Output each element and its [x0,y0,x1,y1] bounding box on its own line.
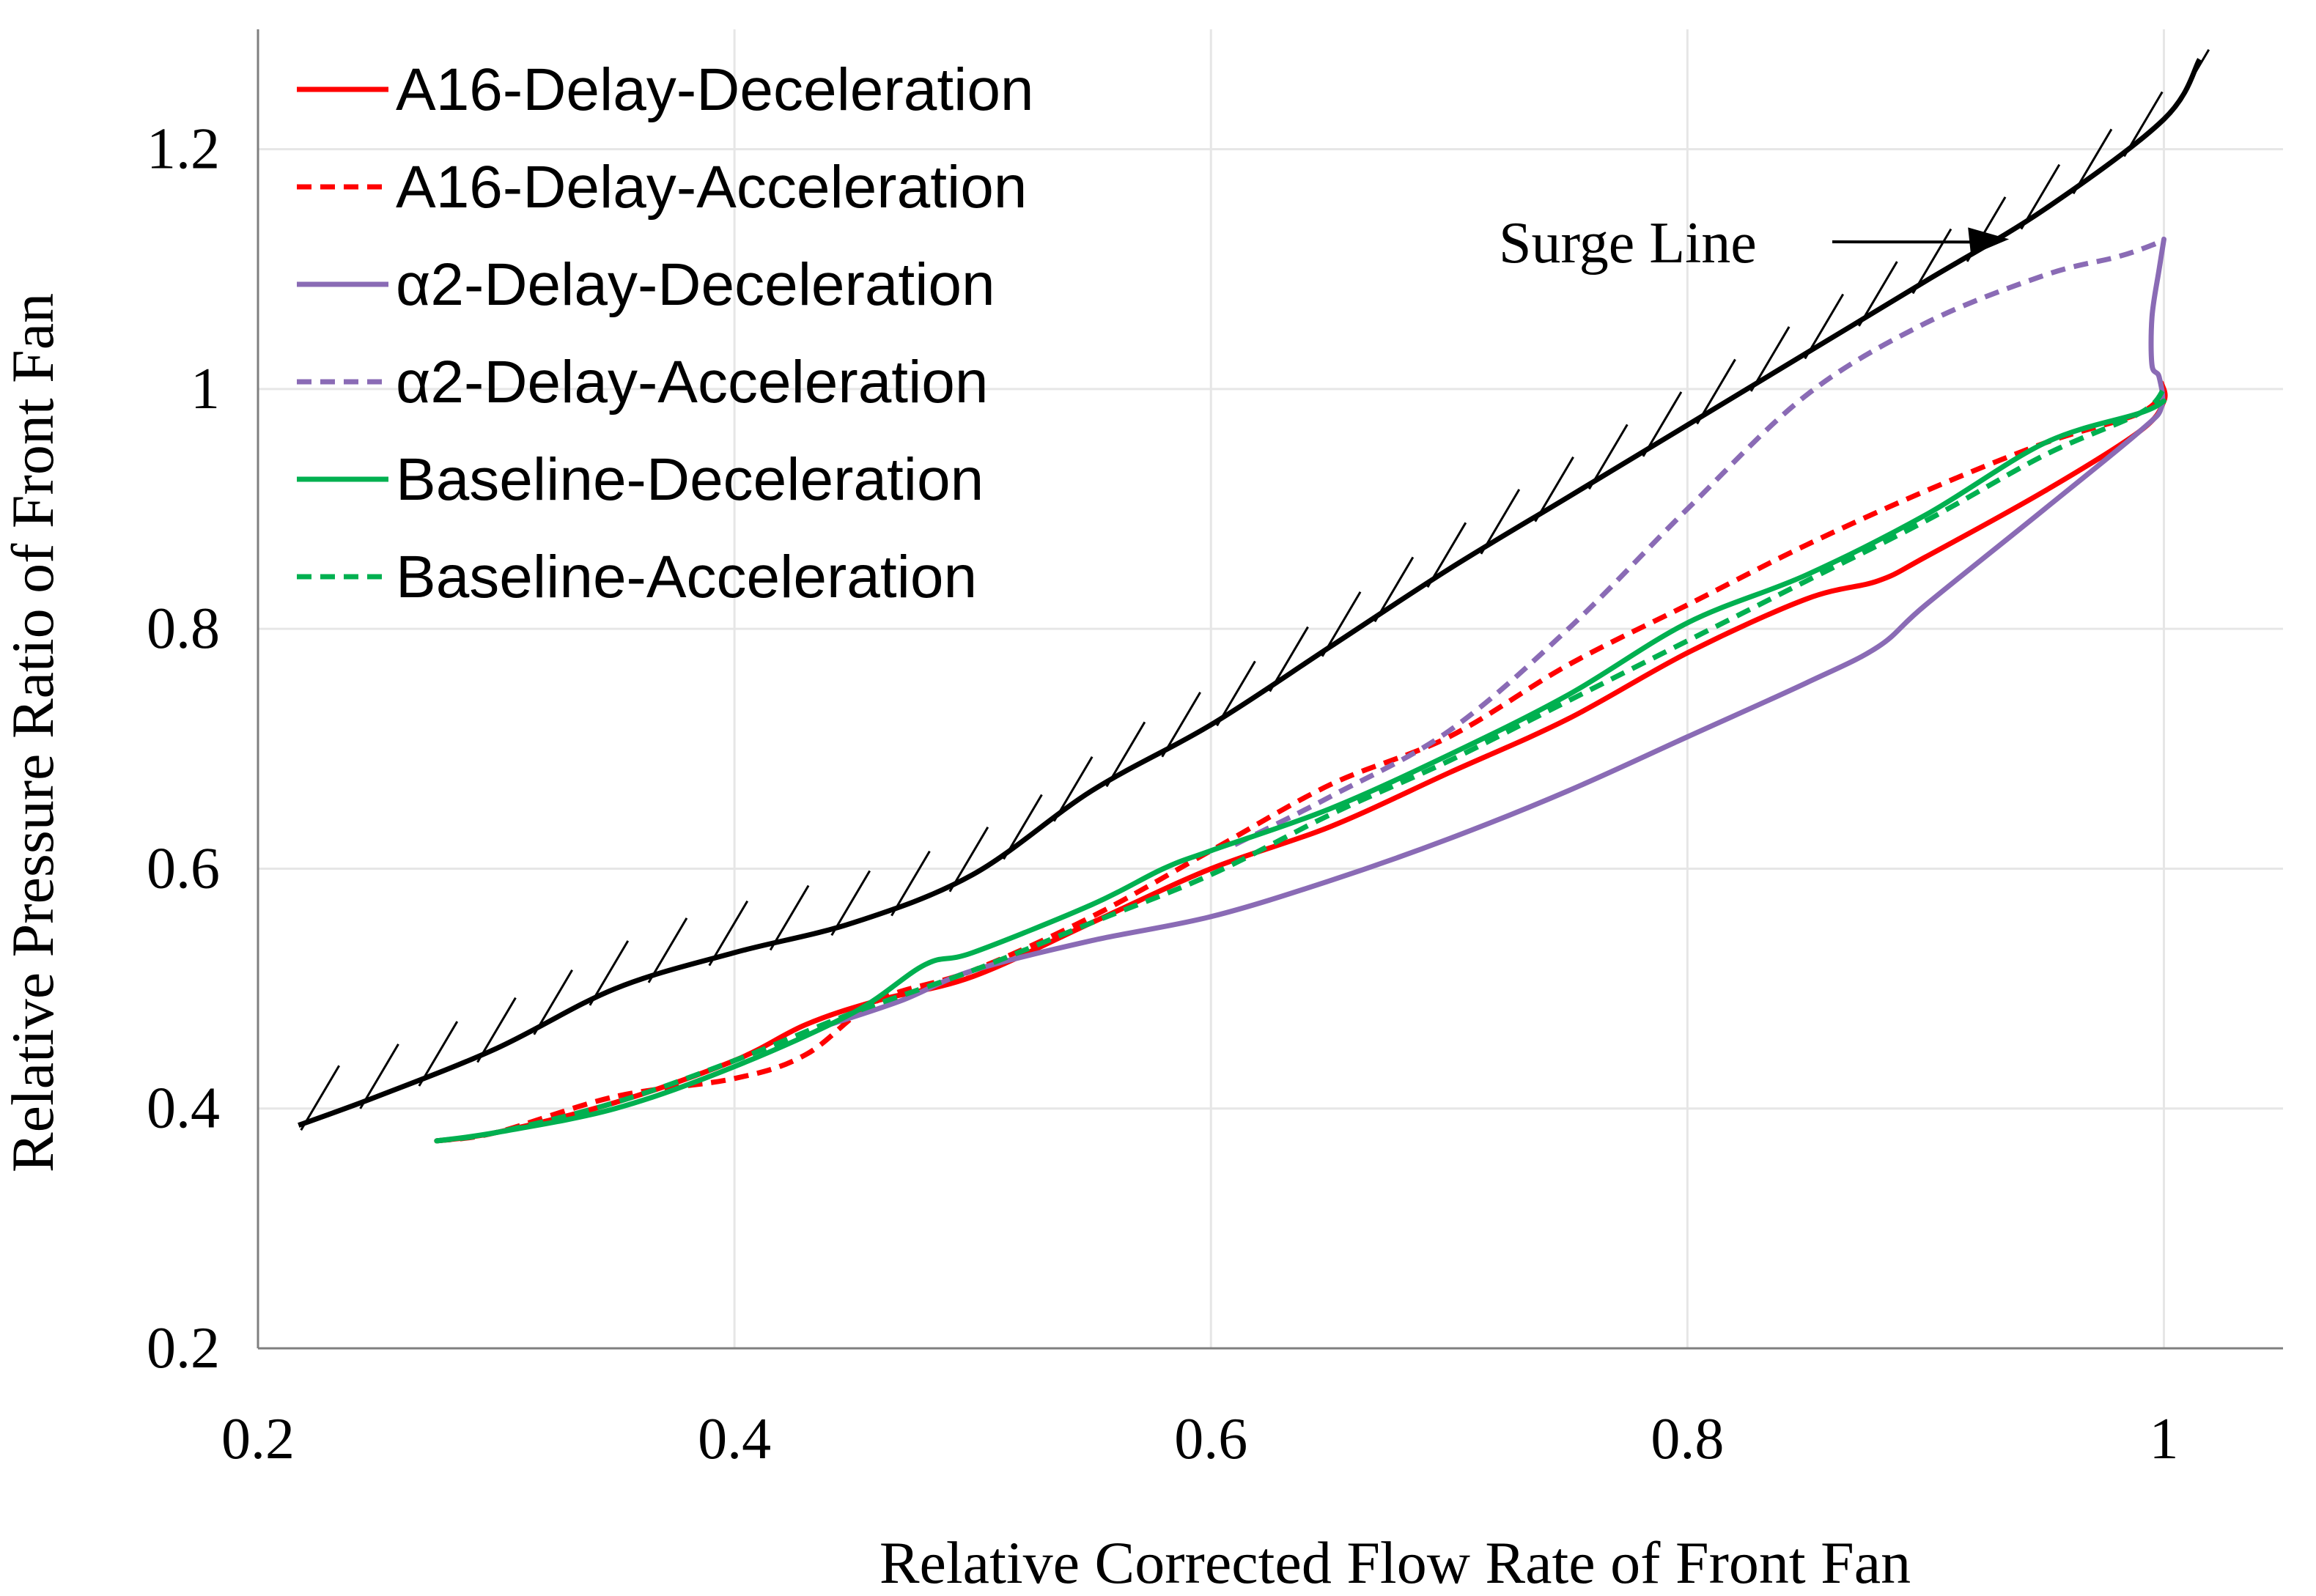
series-line--2-delay-deceleration [827,236,2166,1027]
x-tick-label: 0.6 [1174,1407,1247,1471]
x-axis-title: Relative Corrected Flow Rate of Front Fa… [879,1529,1911,1596]
series-line-baseline-acceleration [436,387,2166,1144]
x-tick-label: 0.8 [1651,1407,1724,1471]
y-tick-label: 0.2 [147,1316,220,1381]
surge-line-group [298,58,2202,1128]
legend-label: A16-Delay-Deceleration [396,56,1034,123]
x-tick-label: 0.4 [698,1407,771,1471]
y-tick-label: 0.4 [147,1076,220,1141]
hatch-mark [300,1065,341,1131]
legend: A16-Delay-Deceleration A16-Delay-Accelera… [297,56,1034,610]
surge-annotation: Surge Line [1499,211,2010,276]
legend-label: α2-Delay-Acceleration [396,349,989,415]
y-tick-label: 0.8 [147,596,220,661]
series-line--2-delay-acceleration [1233,237,2166,847]
hatch-mark [708,900,749,967]
y-axis-title: Relative Pressure Ratio of Front Fan [0,293,66,1172]
x-tick-label: 0.2 [221,1407,295,1471]
x-tick-label: 1 [2149,1407,2178,1471]
y-tick-label: 0.6 [147,836,220,901]
series-line-baseline-deceleration [434,398,2166,1144]
legend-label: A16-Delay-Acceleration [396,154,1027,221]
axes [257,29,2283,1350]
series-line-a16-delay-acceleration [436,387,2166,1144]
legend-label: α2-Delay-Deceleration [396,251,995,318]
surge-line [298,58,2202,1128]
surge-line-label: Surge Line [1499,211,1757,276]
hatch-mark [769,884,810,951]
tick-labels: 0.2 0.4 0.6 0.8 1 0.2 0.4 0.6 0.8 1 1.2 [147,117,2178,1471]
surge-line-arrowhead [1968,227,2010,256]
y-tick-label: 1 [191,357,220,421]
y-tick-label: 1.2 [147,117,220,182]
series-lines [434,236,2168,1144]
legend-label: Baseline-Deceleration [396,446,984,513]
hatch-mark [647,917,688,983]
legend-label: Baseline-Acceleration [396,544,977,610]
hatch-mark [830,870,871,936]
